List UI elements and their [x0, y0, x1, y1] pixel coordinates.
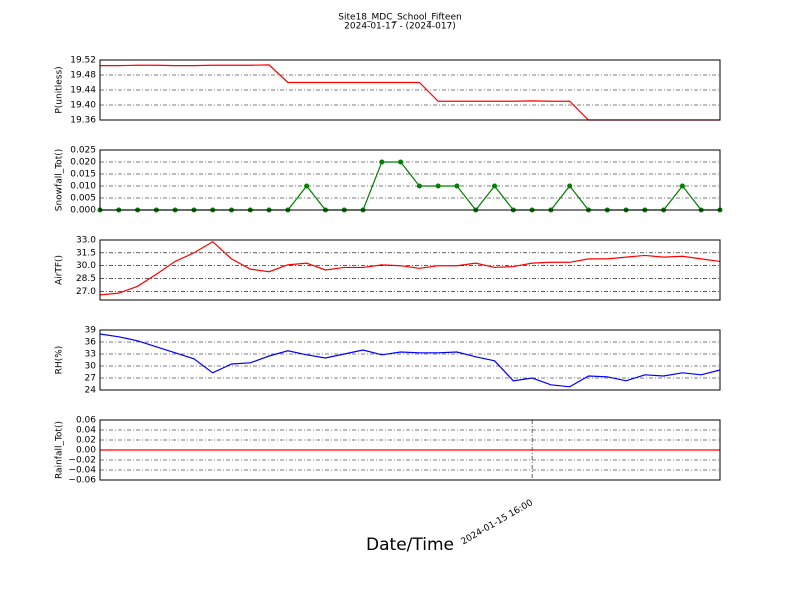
y-tick-label: 19.48 [70, 71, 96, 81]
y-tick-label: 27 [85, 374, 96, 384]
y-tick-label: 28.5 [76, 274, 96, 284]
y-tick-label: 0.020 [70, 158, 96, 168]
plot-frame [99, 419, 721, 481]
y-tick-label: 0.04 [76, 426, 96, 436]
y-axis-label: P(unitless) [55, 66, 65, 113]
chart-title: Site18_MDC_School_Fifteen [338, 13, 461, 23]
y-tick-label: 19.44 [70, 86, 96, 96]
y-axis-label: Rainfall_Tot() [55, 421, 65, 479]
y-tick-label: 19.52 [70, 56, 96, 66]
y-tick-label: −0.06 [68, 476, 96, 486]
y-tick-label: 30 [85, 362, 97, 372]
y-tick-label: 31.5 [76, 248, 96, 258]
y-tick-label: 27.0 [76, 287, 96, 297]
y-tick-label: −0.02 [68, 456, 96, 466]
chart-subtitle: 2024-01-17 - (2024-017) [344, 22, 456, 32]
y-tick-label: 0.005 [70, 194, 96, 204]
y-tick-label: 36 [85, 338, 97, 348]
y-tick-label: 0.00 [76, 446, 96, 456]
y-tick-label: 0.02 [76, 436, 96, 446]
data-line [99, 240, 721, 296]
data-point [679, 183, 685, 189]
data-point [416, 183, 422, 189]
data-point [304, 183, 310, 189]
data-point [492, 183, 498, 189]
data-point [435, 183, 441, 189]
y-axis-label: Snowfall_Tot() [55, 149, 65, 212]
y-tick-label: −0.04 [68, 466, 96, 476]
data-point [567, 183, 573, 189]
y-tick-label: 0.010 [70, 182, 96, 192]
y-tick-label: 0.015 [70, 170, 96, 180]
y-tick-label: 33.0 [76, 236, 96, 246]
data-point [379, 159, 385, 165]
y-tick-label: 19.40 [70, 101, 96, 111]
x-axis-label: Date/Time [366, 535, 454, 555]
y-axis-label: RH(%) [55, 346, 65, 375]
plot-frame [99, 59, 721, 121]
y-tick-label: 0.06 [76, 416, 96, 426]
y-tick-label: 24 [85, 386, 97, 396]
y-axis-label: AirTF() [55, 255, 65, 285]
y-tick-label: 19.36 [70, 116, 96, 126]
plot-frame [99, 239, 721, 301]
y-tick-label: 30.0 [76, 261, 96, 271]
plot-frame [99, 329, 721, 391]
y-tick-label: 0.000 [70, 206, 96, 216]
data-line [99, 333, 721, 388]
plot-frame [99, 149, 721, 211]
data-point [398, 159, 404, 165]
y-tick-label: 39 [85, 326, 97, 336]
y-tick-label: 33 [85, 350, 96, 360]
data-point [454, 183, 460, 189]
y-tick-label: 0.025 [70, 146, 96, 156]
